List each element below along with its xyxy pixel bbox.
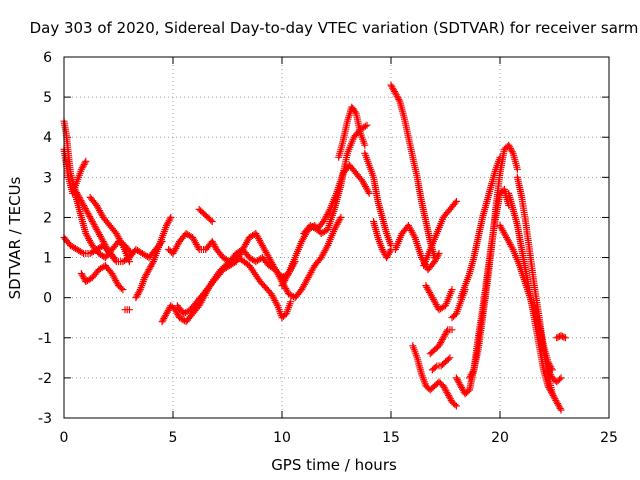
data-series — [86, 193, 133, 266]
plot-frame — [63, 56, 610, 419]
data-series — [195, 205, 216, 225]
data-point-markers — [428, 354, 454, 374]
data-point-markers — [420, 197, 460, 270]
data-point-markers — [409, 342, 460, 410]
data-point-markers — [195, 205, 216, 225]
data-point-markers — [553, 332, 569, 342]
data-point-markers — [86, 193, 133, 266]
y-tick-label: -2 — [38, 371, 52, 387]
y-tick-label: 3 — [43, 170, 52, 186]
data-point-markers — [448, 286, 469, 322]
grid — [64, 57, 609, 418]
x-tick-label: 20 — [491, 430, 509, 446]
data-series — [361, 149, 395, 249]
data-series — [409, 342, 460, 410]
data-series — [335, 103, 369, 161]
data-point-markers — [426, 326, 456, 358]
x-axis-label: GPS time / hours — [271, 456, 397, 474]
data-series — [121, 306, 133, 314]
data-series — [428, 354, 454, 374]
x-tick-label: 15 — [382, 430, 400, 446]
data-point-markers — [173, 213, 345, 318]
data-series — [466, 141, 521, 382]
tick-labels: 0 5 10 15 20 25 -3 -2 -1 0 1 2 3 4 5 6 — [38, 50, 618, 446]
data-point-markers — [361, 149, 395, 249]
data-point-markers — [300, 161, 373, 237]
data-series — [387, 81, 439, 262]
y-tick-label: 6 — [43, 50, 52, 66]
x-tick-label: 5 — [169, 430, 178, 446]
y-axis-label: SDTVAR / TECUs — [6, 176, 24, 299]
data-point-markers — [531, 302, 556, 374]
data-point-markers — [77, 262, 127, 294]
data-series — [370, 218, 395, 262]
data-series — [448, 286, 469, 322]
data-series — [422, 282, 456, 314]
y-tick-label: -1 — [38, 331, 52, 347]
x-tick-label: 0 — [60, 430, 69, 446]
y-tick-label: -3 — [38, 411, 52, 427]
data-point-markers — [121, 306, 133, 314]
data-point-markers — [132, 213, 175, 302]
data-series — [300, 161, 373, 237]
data-series — [173, 213, 345, 318]
data-point-markers — [422, 282, 456, 314]
x-tick-label: 10 — [273, 430, 291, 446]
y-tick-label: 4 — [43, 130, 52, 146]
x-tick-label: 25 — [600, 430, 618, 446]
y-tick-label: 0 — [43, 291, 52, 307]
data-series — [426, 326, 456, 358]
data-series — [132, 213, 175, 302]
data-point-markers — [387, 81, 439, 262]
data-points — [60, 81, 569, 414]
data-series — [553, 332, 569, 342]
y-tick-label: 2 — [43, 210, 52, 226]
data-series — [77, 262, 127, 294]
data-series — [531, 302, 556, 374]
y-tick-label: 5 — [43, 90, 52, 106]
data-series — [420, 197, 460, 270]
y-tick-label: 1 — [43, 251, 52, 267]
data-point-markers — [335, 103, 369, 161]
chart-title: Day 303 of 2020, Sidereal Day-to-day VTE… — [30, 19, 639, 37]
data-point-markers — [466, 141, 521, 382]
data-point-markers — [370, 218, 395, 262]
